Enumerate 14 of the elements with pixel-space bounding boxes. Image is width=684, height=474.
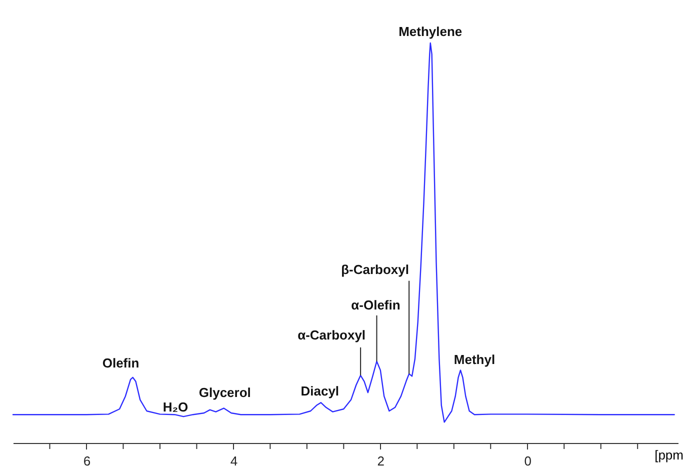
annotation: Diacyl xyxy=(300,384,340,399)
annotation: Methylene xyxy=(398,24,462,39)
annotation: α-Carboxyl xyxy=(298,327,366,342)
annotation: Methyl xyxy=(454,352,496,368)
annotation: Olefin xyxy=(102,355,140,370)
annotation: H₂O xyxy=(162,400,188,415)
x-tick-label: 6 xyxy=(83,454,91,468)
annotation: α-Olefin xyxy=(351,297,400,312)
annotation: β-Carboxyl xyxy=(341,262,410,277)
x-tick-label: 2 xyxy=(377,454,385,468)
x-axis-title: [ppm xyxy=(654,448,684,462)
x-tick-label: 4 xyxy=(230,454,238,468)
x-tick-label: 0 xyxy=(524,454,532,468)
annotation: Glycerol xyxy=(198,385,251,400)
